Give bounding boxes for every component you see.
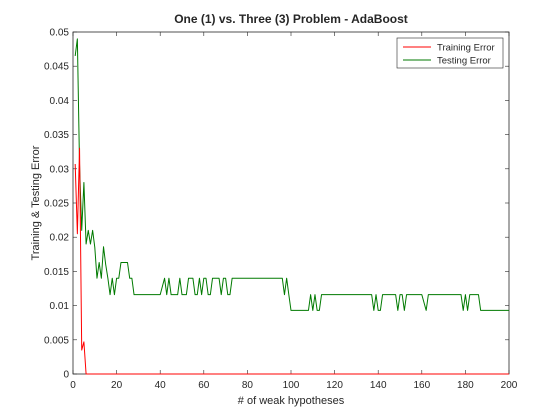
y-tick-label: 0.01: [50, 301, 70, 312]
y-tick-label: 0.03: [50, 164, 70, 175]
axis-ticks: [72, 31, 510, 375]
chart-title: One (1) vs. Three (3) Problem - AdaBoost: [174, 12, 408, 26]
y-tick-labels: 0 0.005 0.01 0.015 0.02 0.025 0.03 0.035 0.04 0.0…: [44, 28, 69, 381]
y-axis-label: Training & Testing Error: [30, 145, 42, 260]
series-line-testing-error: [74, 38, 509, 311]
x-tick-label: 0: [70, 380, 76, 391]
legend-box: [396, 37, 504, 69]
x-tick-label: 60: [198, 380, 210, 391]
legend-label-testing-error: Testing Error: [437, 56, 491, 67]
series-line-training-error: [74, 147, 509, 375]
y-tick-label: 0.035: [44, 130, 69, 141]
y-tick-label: 0.02: [50, 233, 70, 244]
y-tick-label: 0.005: [44, 335, 69, 346]
x-tick-label: 160: [413, 380, 430, 391]
x-tick-label: 140: [370, 380, 387, 391]
series-lines: [74, 38, 509, 375]
y-tick-label: 0.025: [44, 199, 69, 210]
legend: Training Error Testing Error: [396, 37, 504, 69]
x-tick-label: 40: [155, 380, 167, 391]
y-tick-label: 0.045: [44, 62, 69, 73]
x-tick-label: 180: [457, 380, 474, 391]
x-tick-label: 120: [326, 380, 343, 391]
x-tick-label: 100: [283, 380, 300, 391]
x-tick-labels: 0 20 40 60 80 100 120 140 160 180 200: [70, 380, 518, 391]
x-tick-label: 20: [111, 380, 123, 391]
y-tick-label: 0.04: [50, 96, 70, 107]
plot-area: [72, 31, 510, 375]
x-tick-label: 200: [501, 380, 518, 391]
y-tick-label: 0.05: [50, 28, 70, 39]
x-tick-label: 80: [242, 380, 254, 391]
y-tick-label: 0: [63, 370, 69, 381]
x-axis-label: # of weak hypotheses: [238, 395, 345, 407]
legend-label-training-error: Training Error: [437, 43, 495, 54]
y-tick-label: 0.015: [44, 267, 69, 278]
